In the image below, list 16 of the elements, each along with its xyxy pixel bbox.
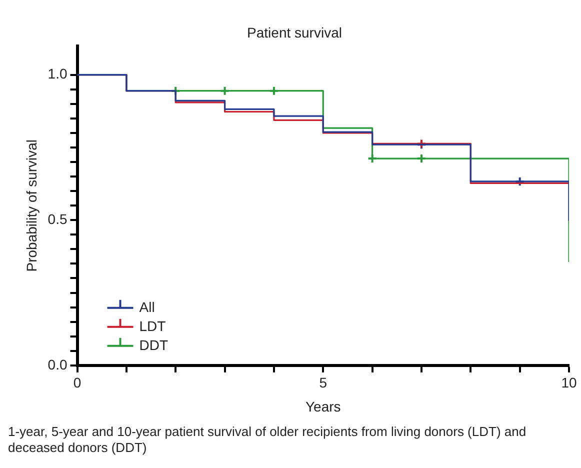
y-tick-label: 0.5 — [48, 210, 68, 227]
chart-title: Patient survival — [247, 24, 342, 40]
text: 1-year, 5-year and 10-year patient survival of older recipients from living donors (LDT) and deceased donors (DDT) — [8, 424, 528, 456]
y-tick-label: 0.0 — [48, 356, 68, 372]
x-tick-label: 5 — [319, 374, 328, 391]
point — [170, 86, 181, 96]
x-tick-label: 10 — [561, 374, 577, 391]
x-tick-label: 0 — [73, 374, 82, 391]
legend-label: All — [139, 298, 155, 315]
legend-label: DDT — [139, 336, 168, 353]
point — [268, 86, 279, 96]
x-axis-title: Years — [305, 398, 341, 414]
legend-label: LDT — [139, 318, 166, 334]
point — [220, 86, 230, 96]
y-tick-label: 1.0 — [48, 66, 68, 82]
y-axis-title: Probability of survival — [23, 139, 40, 272]
